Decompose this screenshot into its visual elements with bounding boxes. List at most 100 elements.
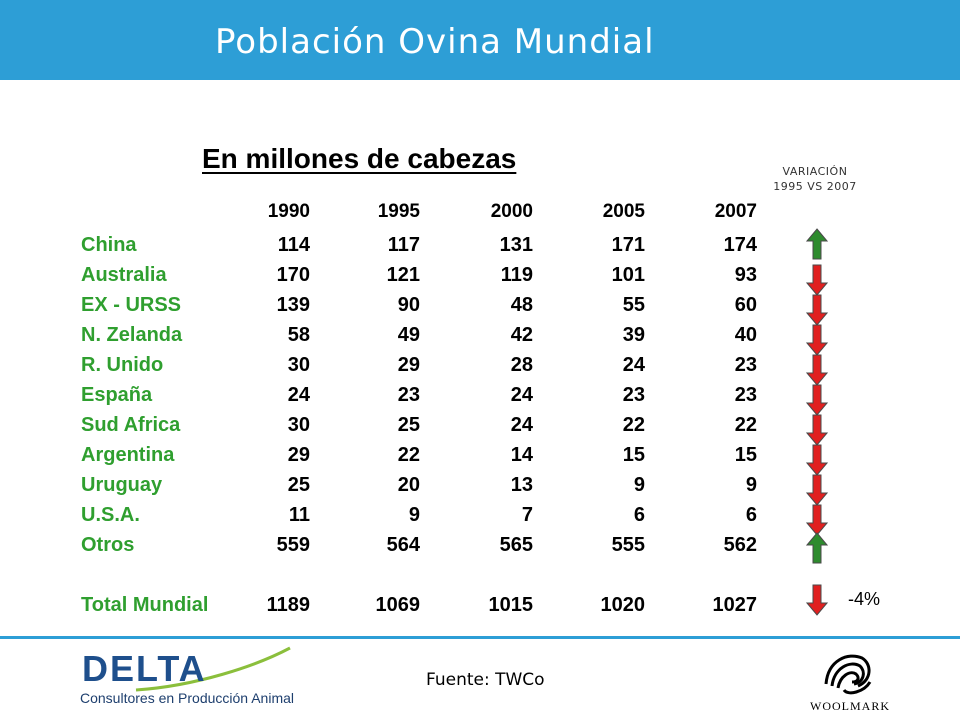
delta-tagline: Consultores en Producción Animal [80, 690, 295, 706]
table-cell: 15 [622, 444, 645, 466]
table-cell: 23 [397, 384, 420, 406]
arrow-down-icon [806, 504, 828, 536]
table-cell: 48 [510, 294, 533, 316]
table-cell: 22 [734, 414, 757, 436]
arrow-down-icon [806, 444, 828, 476]
table-cell: 42 [510, 324, 533, 346]
table-cell: 93 [734, 264, 757, 286]
variation-header: VARIACIÓN 1995 VS 2007 [760, 164, 870, 194]
total-cell: 1189 [266, 594, 310, 616]
table-cell: 6 [745, 504, 757, 526]
table-cell: 9 [633, 474, 645, 496]
arrow-down-icon [806, 264, 828, 296]
country-label: Otros [81, 534, 135, 556]
delta-logo-swoosh [135, 646, 291, 692]
table-cell: 39 [622, 324, 645, 346]
arrow-down-icon [806, 324, 828, 356]
country-label: Uruguay [81, 474, 163, 496]
arrow-down-icon [806, 354, 828, 386]
arrow-down-icon [806, 384, 828, 416]
table-cell: 22 [397, 444, 420, 466]
country-label: Sud Africa [81, 414, 181, 436]
table-cell: 49 [397, 324, 420, 346]
total-cell: 1069 [375, 594, 421, 616]
table-cell: 24 [287, 384, 310, 406]
page-title: Población Ovina Mundial [215, 22, 655, 62]
table-cell: 11 [288, 504, 310, 526]
total-cell: 1015 [488, 594, 534, 616]
table-cell: 7 [521, 504, 533, 526]
table-cell: 9 [745, 474, 757, 496]
table-cell: 564 [386, 534, 420, 556]
table-cell: 24 [510, 414, 533, 436]
country-label: Argentina [81, 444, 175, 466]
table-cell: 174 [723, 234, 757, 256]
source-note: Fuente: TWCo [426, 670, 545, 690]
woolmark-logo: WOOLMARK [810, 699, 890, 713]
year-header: 2005 [602, 201, 645, 222]
year-header: 2007 [714, 201, 757, 222]
total-cell: 1020 [600, 594, 646, 616]
table-cell: 25 [287, 474, 310, 496]
arrow-up-icon [806, 532, 828, 564]
table-cell: 24 [510, 384, 533, 406]
table-cell: 23 [622, 384, 645, 406]
table-cell: 170 [276, 264, 310, 286]
table-cell: 30 [287, 354, 310, 376]
year-header: 1995 [377, 201, 420, 222]
table-cell: 22 [622, 414, 645, 436]
table-cell: 40 [734, 324, 757, 346]
table-cell: 101 [611, 264, 645, 286]
table-cell: 171 [611, 234, 645, 256]
table-cell: 562 [723, 534, 757, 556]
arrow-down-icon [806, 584, 828, 616]
variation-header-line1: VARIACIÓN [782, 165, 848, 178]
country-label: Australia [81, 264, 167, 286]
table-cell: 25 [397, 414, 420, 436]
country-label: R. Unido [81, 354, 164, 376]
table-cell: 23 [734, 384, 757, 406]
year-header: 2000 [490, 201, 533, 222]
table-cell: 121 [386, 264, 420, 286]
table-cell: 131 [499, 234, 533, 256]
woolmark-logo-icon [824, 654, 872, 695]
table-cell: 30 [287, 414, 310, 436]
total-label: Total Mundial [81, 594, 209, 616]
table-cell: 29 [397, 354, 420, 376]
delta-logo: DELTA [82, 648, 207, 689]
arrow-up-icon [806, 228, 828, 260]
total-change: -4% [848, 589, 881, 609]
table-cell: 28 [510, 354, 533, 376]
table-cell: 24 [622, 354, 645, 376]
table-cell: 9 [408, 504, 420, 526]
table-cell: 90 [397, 294, 420, 316]
table-cell: 15 [734, 444, 757, 466]
country-label: España [81, 384, 153, 406]
table-subtitle: En millones de cabezas [202, 143, 517, 174]
total-cell: 1027 [712, 594, 758, 616]
table-cell: 6 [633, 504, 645, 526]
table-cell: 29 [287, 444, 310, 466]
table-cell: 14 [510, 444, 533, 466]
country-label: China [81, 234, 137, 256]
table-cell: 23 [734, 354, 757, 376]
table-cell: 114 [277, 234, 310, 256]
year-header: 1990 [267, 201, 310, 222]
arrow-down-icon [806, 474, 828, 506]
table-cell: 13 [510, 474, 533, 496]
table-cell: 555 [611, 534, 645, 556]
footer-divider [0, 636, 960, 639]
table-cell: 117 [387, 234, 420, 256]
table-cell: 559 [276, 534, 310, 556]
arrow-down-icon [806, 414, 828, 446]
table-cell: 139 [276, 294, 310, 316]
table-cell: 60 [734, 294, 757, 316]
variation-header-line2: 1995 VS 2007 [773, 180, 857, 193]
table-cell: 119 [500, 264, 533, 286]
header-bar [0, 0, 960, 80]
country-label: EX - URSS [81, 294, 182, 316]
table-cell: 55 [622, 294, 645, 316]
arrow-down-icon [806, 294, 828, 326]
country-label: U.S.A. [81, 504, 140, 526]
table-cell: 58 [287, 324, 310, 346]
